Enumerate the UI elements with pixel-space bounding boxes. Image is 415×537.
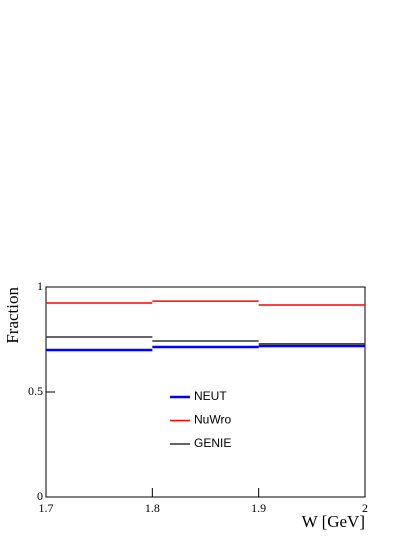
y-tick-label: 1 [37, 279, 43, 293]
legend-label: GENIE [194, 436, 231, 450]
x-tick-label: 1.9 [251, 501, 266, 515]
x-axis-label: W [GeV] [302, 512, 365, 531]
y-tick-label: 0 [37, 489, 43, 503]
x-tick-label: 2 [362, 501, 368, 515]
y-axis-label: Fraction [3, 287, 22, 344]
legend-label: NEUT [194, 389, 227, 403]
x-tick-label: 1.7 [39, 501, 54, 515]
y-tick-label: 0.5 [28, 384, 43, 398]
legend-label: NuWro [194, 413, 231, 427]
x-tick-label: 1.8 [145, 501, 160, 515]
